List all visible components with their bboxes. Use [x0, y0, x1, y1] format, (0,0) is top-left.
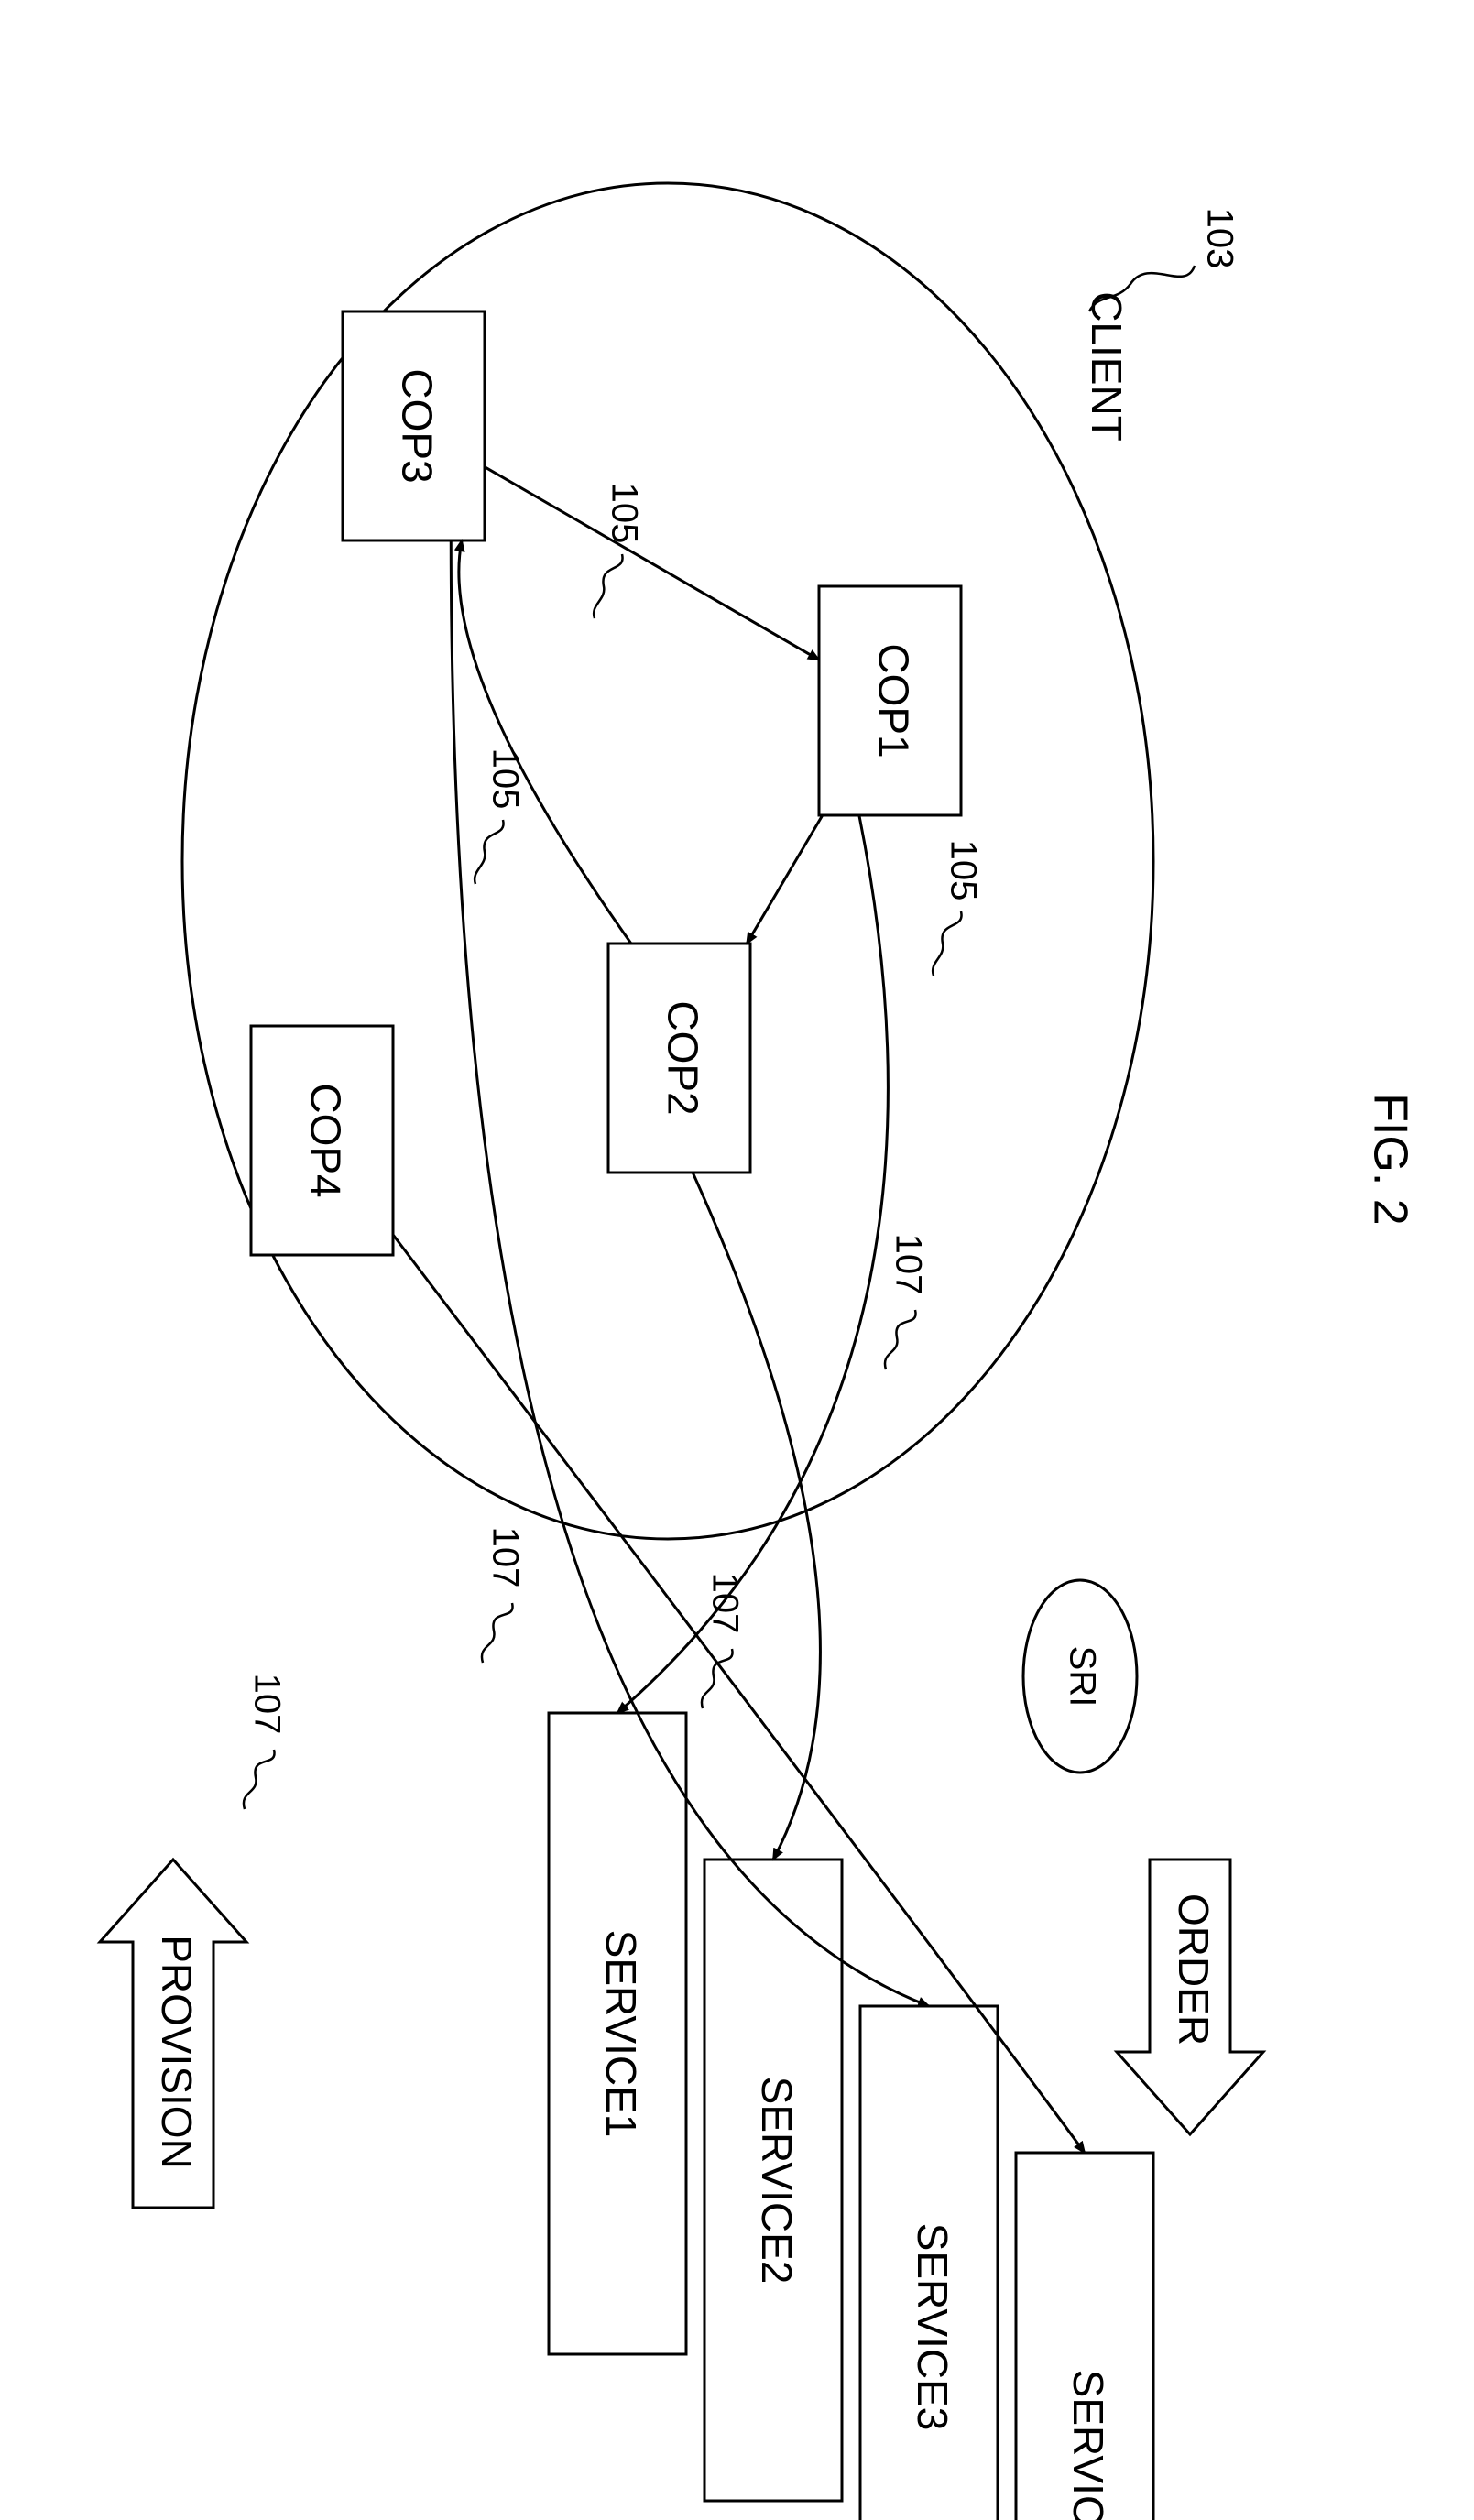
ref-105-leader-0	[594, 554, 622, 618]
service4-label: SERVICE4	[1065, 2370, 1112, 2520]
cop1-label: COP1	[869, 643, 917, 758]
service2-label: SERVICE2	[753, 2077, 801, 2285]
figure-title: FIG. 2	[1363, 1093, 1416, 1225]
ref-105-0: 105	[604, 483, 644, 544]
ref-105-1: 105	[943, 840, 983, 901]
ref-107-0: 107	[888, 1234, 928, 1295]
provision-arrow-label: PROVISION	[153, 1935, 201, 2169]
client-label: CLIENT	[1083, 291, 1130, 442]
cop2-label: COP2	[659, 1000, 706, 1115]
ref-105-2: 105	[485, 748, 525, 810]
ref-103: 103	[1199, 208, 1239, 269]
cop3-label: COP3	[393, 368, 441, 483]
cop4-label: COP4	[301, 1083, 349, 1197]
ref-107-3: 107	[246, 1674, 287, 1735]
ref-107-leader-3	[244, 1750, 275, 1809]
ref-107-1: 107	[704, 1573, 745, 1634]
ref-107-2: 107	[485, 1527, 525, 1588]
order-arrow-label: ORDER	[1170, 1893, 1217, 2045]
client-ellipse	[182, 183, 1153, 1539]
service3-label: SERVICE3	[909, 2223, 956, 2431]
sri-label: SRI	[1062, 1646, 1102, 1707]
ref-105-leader-2	[475, 820, 503, 884]
ref-107-leader-2	[482, 1603, 513, 1663]
ref-105-leader-1	[933, 911, 961, 976]
service1-label: SERVICE1	[597, 1930, 645, 2138]
ref-107-leader-0	[885, 1310, 916, 1369]
